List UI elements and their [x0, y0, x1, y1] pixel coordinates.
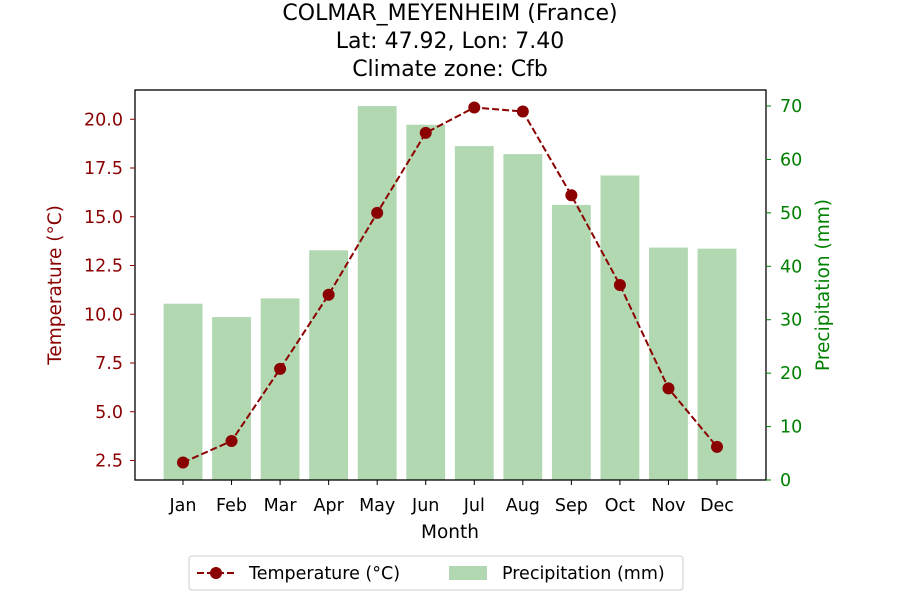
right-tick-label: 0	[780, 471, 791, 491]
legend-precipitation-swatch	[449, 566, 487, 580]
temperature-point	[177, 456, 189, 469]
temperature-point	[274, 362, 287, 375]
left-tick-label: 10.0	[84, 305, 123, 325]
x-axis-label: Month	[421, 522, 479, 543]
right-tick-label: 70	[780, 97, 802, 117]
temperature-series-line	[182, 106, 718, 464]
x-tick-label: May	[359, 496, 395, 516]
chart-subtitle-climate-zone: Climate zone: Cfb	[352, 57, 548, 82]
left-tick-label: 7.5	[95, 354, 123, 374]
precipitation-bar	[309, 250, 349, 480]
x-tick-label: Dec	[700, 496, 734, 516]
temperature-point	[322, 288, 335, 301]
precipitation-bar	[163, 303, 203, 480]
right-y-axis: 0 10 20 30 40 50 60 70	[766, 97, 802, 491]
x-axis: Jan Feb Mar Apr May Jun Jul Aug Sep Oct Nov Dec	[169, 480, 734, 516]
precipitation-bars	[163, 106, 737, 481]
temperature-point	[711, 440, 723, 453]
legend-precipitation-label: Precipitation (mm)	[502, 564, 665, 584]
precipitation-bar	[406, 124, 446, 481]
x-tick-label: Oct	[605, 496, 635, 516]
precipitation-bar	[503, 154, 543, 480]
temperature-line	[177, 101, 723, 469]
left-tick-label: 12.5	[84, 257, 123, 277]
legend-box	[188, 555, 684, 591]
right-tick-label: 20	[780, 364, 802, 384]
chart-subtitle-coordinates: Lat: 47.92, Lon: 7.40	[336, 29, 564, 54]
right-tick-label: 50	[780, 204, 802, 224]
x-tick-label: Apr	[313, 496, 344, 516]
plot-frame	[134, 89, 767, 481]
x-tick-label: Jul	[463, 496, 485, 516]
temperature-point	[662, 382, 675, 395]
left-tick-label: 2.5	[95, 452, 123, 472]
left-tick-label: 15.0	[84, 208, 123, 228]
x-tick-label: Sep	[555, 496, 588, 516]
temperature-point	[225, 435, 238, 447]
precipitation-bar	[357, 106, 397, 480]
legend-temperature-label: Temperature (°C)	[248, 564, 400, 584]
precipitation-bar	[551, 204, 591, 480]
temperature-point	[613, 279, 626, 291]
legend: Temperature (°C) Precipitation (mm)	[188, 555, 684, 591]
precipitation-bar	[454, 146, 494, 480]
precipitation-bar	[600, 175, 640, 481]
temperature-point	[419, 126, 432, 139]
left-y-axis: 2.5 5.0 7.5 10.0 12.5 15.0 17.5 20.0	[84, 110, 135, 472]
x-tick-label: Mar	[264, 496, 298, 516]
x-tick-label: Jan	[169, 496, 197, 516]
left-axis-label: Temperature (°C)	[45, 205, 66, 366]
x-tick-label: Aug	[506, 496, 540, 516]
left-tick-label: 17.5	[84, 159, 123, 179]
right-tick-label: 10	[780, 418, 802, 438]
left-tick-label: 20.0	[84, 110, 123, 130]
temperature-point	[565, 189, 578, 202]
x-tick-label: Nov	[651, 496, 685, 516]
chart-title: COLMAR_MEYENHEIM (France)	[282, 1, 617, 26]
temperature-point	[516, 105, 529, 118]
precipitation-bar	[649, 247, 688, 480]
right-tick-label: 60	[780, 150, 802, 170]
legend-temperature-marker	[210, 567, 222, 579]
right-tick-label: 30	[780, 311, 802, 331]
x-tick-label: Jun	[411, 496, 439, 516]
chart-title-group: COLMAR_MEYENHEIM (France) Lat: 47.92, Lo…	[282, 1, 617, 82]
precipitation-bar	[212, 317, 251, 480]
right-tick-label: 40	[780, 257, 802, 277]
x-tick-label: Feb	[216, 496, 247, 516]
temperature-point	[468, 101, 481, 114]
temperature-point	[371, 206, 384, 219]
left-tick-label: 5.0	[95, 403, 123, 423]
right-axis-label: Precipitation (mm)	[813, 199, 834, 371]
